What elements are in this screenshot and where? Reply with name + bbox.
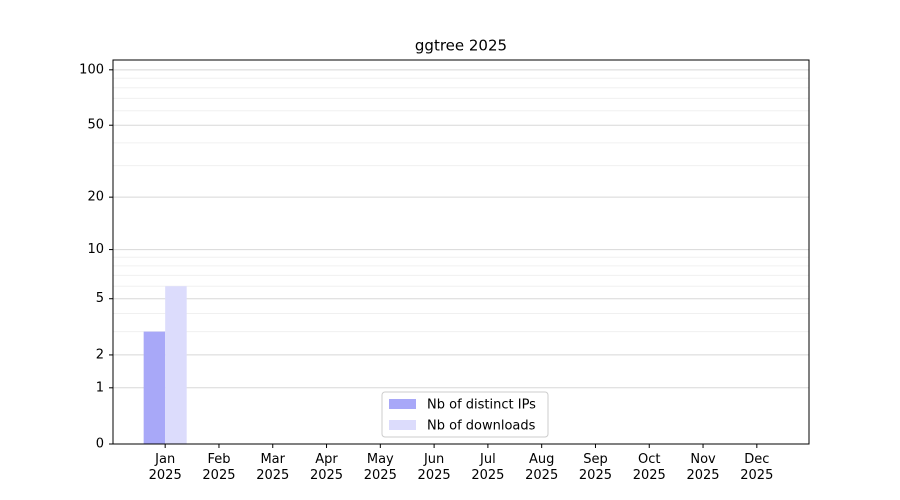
y-tick-label: 0 xyxy=(96,437,104,452)
legend-swatch xyxy=(389,420,416,430)
x-tick-label: Nov 2025 xyxy=(686,452,720,483)
y-tick-label: 10 xyxy=(87,242,104,257)
bar xyxy=(165,286,187,444)
y-tick-label: 100 xyxy=(79,62,104,77)
x-tick-label: May 2025 xyxy=(363,452,397,483)
x-tick-label: Oct 2025 xyxy=(632,452,666,483)
y-tick-label: 5 xyxy=(96,291,104,306)
chart-title: ggtree 2025 xyxy=(415,37,507,55)
x-tick-label: Dec 2025 xyxy=(740,452,774,483)
y-tick-label: 50 xyxy=(87,118,104,133)
x-tick-label: Mar 2025 xyxy=(256,452,290,483)
x-tick-label: Feb 2025 xyxy=(202,452,236,483)
y-tick-label: 1 xyxy=(96,380,104,395)
legend-label: Nb of downloads xyxy=(427,419,536,434)
x-tick-label: Jul 2025 xyxy=(471,452,505,483)
bar xyxy=(143,331,166,444)
x-tick-label: Aug 2025 xyxy=(525,452,559,483)
x-tick-label: Jan 2025 xyxy=(148,452,182,483)
plot-frame xyxy=(112,59,810,445)
x-tick-label: Jun 2025 xyxy=(417,452,451,483)
y-tick-label: 2 xyxy=(96,347,104,362)
y-tick-label: 20 xyxy=(87,190,104,205)
legend: Nb of distinct IPs Nb of downloads xyxy=(381,391,549,438)
legend-swatch xyxy=(389,399,416,409)
legend-box xyxy=(381,391,549,438)
x-tick-label: Sep 2025 xyxy=(578,452,612,483)
legend-label: Nb of distinct IPs xyxy=(427,398,536,413)
x-tick-label: Apr 2025 xyxy=(309,452,344,483)
